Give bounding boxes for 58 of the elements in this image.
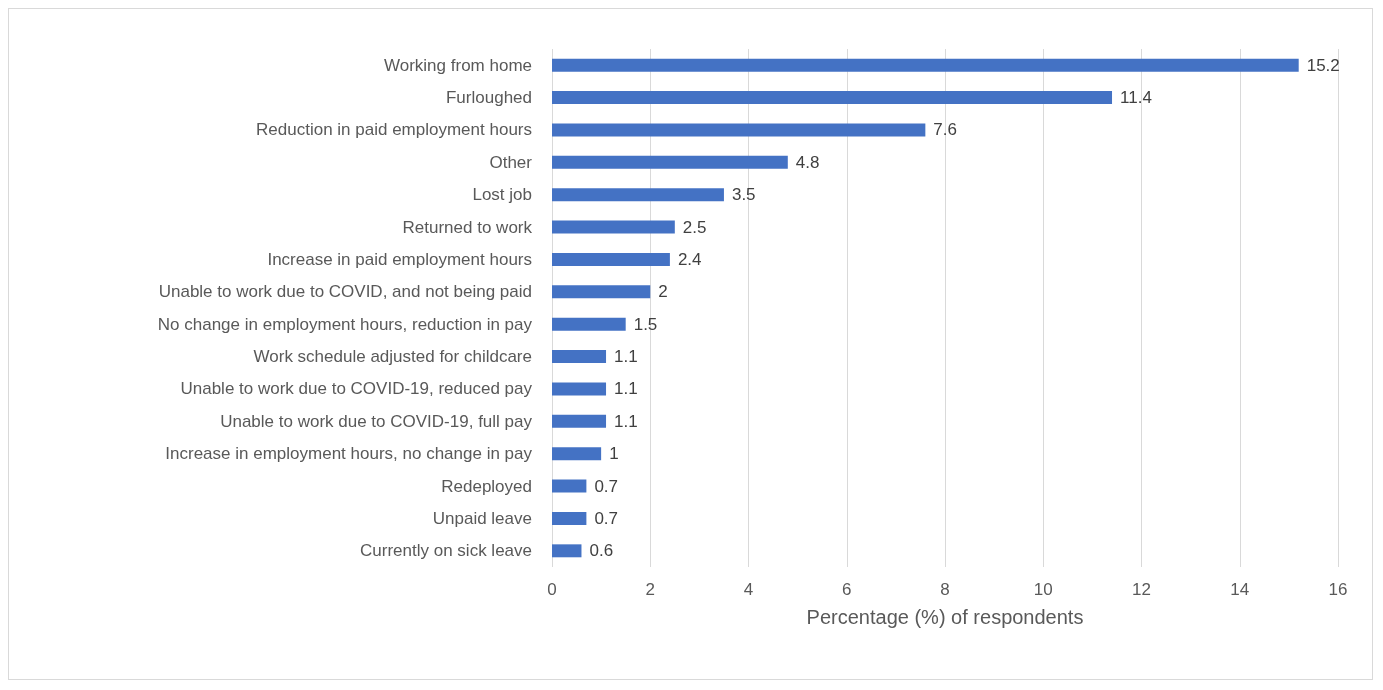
bar [552,220,675,234]
y-tick-label: Furloughed [445,88,532,108]
y-tick-label: Currently on sick leave [360,541,532,561]
x-tick-label: 10 [1033,580,1053,599]
data-label: 1.5 [633,314,658,334]
bar [552,252,670,266]
x-tick-label: 14 [1230,580,1250,599]
bar [552,414,607,428]
x-tick-label: 8 [940,580,950,599]
x-axis-title: Percentage (%) of respondents [806,606,1084,628]
data-label: 0.6 [589,541,614,561]
y-tick-label: Unable to work due to COVID, and not being paid [158,282,532,302]
x-tick-label: 16 [1328,580,1348,599]
x-tick-label: 4 [743,580,754,599]
y-tick-label: Working from home [383,55,532,75]
bar [552,91,1113,105]
bar [552,544,582,558]
y-tick-label: Lost job [472,185,532,205]
y-tick-label: Unpaid leave [432,508,532,528]
x-tick-label: 6 [842,580,852,599]
bar [552,285,651,299]
data-label: 1 [609,444,619,464]
data-label: 2 [658,282,668,302]
y-tick-label: Redeployed [441,476,532,496]
bar [552,155,788,169]
y-tick-label: Unable to work due to COVID-19, reduced pay [180,379,533,399]
data-label: 3.5 [731,185,756,205]
data-label: 2.4 [677,249,702,269]
data-label: 1.1 [614,411,638,431]
data-label: 2.5 [682,217,707,237]
data-label: 0.7 [594,476,619,496]
data-label: 1.1 [614,347,638,367]
data-label: 1.1 [614,379,638,399]
y-tick-label: Other [489,152,533,172]
bar [552,188,724,202]
data-label: 15.2 [1306,55,1340,75]
x-tick-label: 12 [1132,580,1151,599]
y-tick-label: Unable to work due to COVID-19, full pay [220,411,533,431]
data-label: 0.7 [594,508,619,528]
bar [552,123,926,137]
bar [552,317,626,331]
bar [552,511,587,525]
y-tick-label: No change in employment hours, reduction in pay [157,314,533,334]
bar [552,479,587,493]
data-label: 7.6 [933,120,957,140]
y-tick-label: Increase in employment hours, no change in pay [165,444,533,464]
y-tick-label: Reduction in paid employment hours [256,120,532,140]
bar [552,382,607,396]
x-tick-label: 2 [645,580,655,599]
data-label: 11.4 [1120,88,1152,108]
data-label: 4.8 [795,152,820,172]
y-tick-label: Work schedule adjusted for childcare [253,347,532,367]
bar [552,447,602,461]
y-tick-label: Increase in paid employment hours [267,249,532,269]
bar [552,350,607,364]
y-tick-label: Returned to work [402,217,533,237]
bar [552,58,1299,72]
x-tick-label: 0 [547,580,557,599]
